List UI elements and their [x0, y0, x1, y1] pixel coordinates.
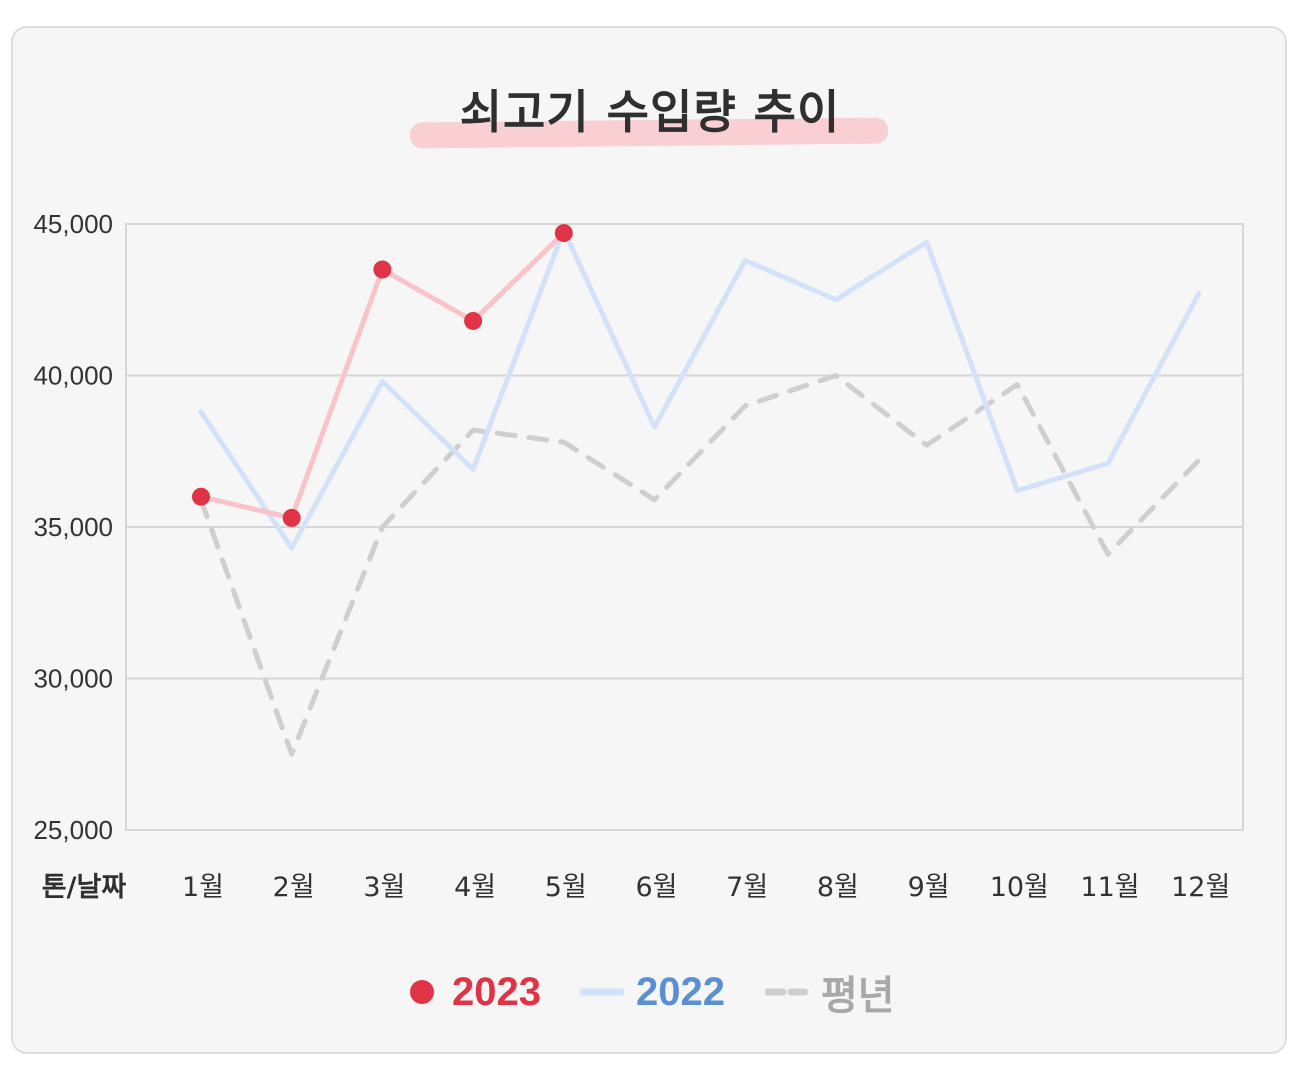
data-point-2023 — [192, 487, 210, 506]
legend-line-average — [765, 988, 809, 996]
chart-title: 쇠고기 수입량 추이 — [459, 85, 841, 139]
x-tick-label: 12월 — [1171, 872, 1230, 903]
x-axis-ticks: 1월 2월 3월 4월 5월 6월 7월 8월 9월 10월 11월 12월 — [182, 872, 1230, 903]
grid — [125, 223, 1244, 831]
y-tick-label: 25,000 — [33, 815, 113, 845]
legend-item-average: 평년 — [765, 962, 895, 1022]
x-tick-label: 6월 — [635, 872, 677, 903]
x-tick-label: 8월 — [817, 872, 859, 903]
y-tick-label: 45,000 — [33, 209, 113, 239]
x-tick-label: 2월 — [273, 872, 315, 903]
y-tick-label: 40,000 — [33, 361, 113, 391]
x-tick-label: 5월 — [545, 872, 587, 903]
y-axis-ticks: 25,000 30,000 35,000 40,000 45,000 — [33, 209, 113, 845]
legend: 2023 2022 평년 — [0, 962, 1300, 1022]
series-line-average — [198, 373, 1202, 757]
legend-line-2022 — [580, 988, 624, 996]
x-tick-label: 11월 — [1080, 872, 1139, 903]
x-tick-label: 4월 — [454, 872, 496, 903]
x-tick-label: 9월 — [908, 872, 950, 903]
legend-marker-2023 — [410, 980, 434, 1004]
series-layer — [192, 224, 1202, 757]
legend-label-2023: 2023 — [452, 969, 541, 1014]
data-point-2023 — [464, 311, 483, 330]
legend-item-2022: 2022 — [580, 962, 725, 1022]
y-tick-label: 30,000 — [33, 664, 113, 694]
legend-label-2022: 2022 — [636, 969, 725, 1014]
y-tick-label: 35,000 — [33, 512, 113, 542]
x-tick-label: 7월 — [726, 872, 768, 903]
x-axis-label: 톤/날짜 — [42, 872, 127, 903]
legend-item-2023: 2023 — [408, 962, 541, 1022]
chart-card — [11, 26, 1287, 1054]
data-point-2023 — [373, 260, 392, 279]
series-line-2022 — [198, 227, 1202, 551]
legend-label-average: 평년 — [821, 973, 895, 1019]
title-area: 쇠고기 수입량 추이 — [0, 70, 1300, 160]
x-tick-label: 3월 — [363, 872, 405, 903]
x-tick-label: 10월 — [990, 872, 1049, 903]
data-point-2023 — [282, 508, 301, 527]
x-tick-label: 1월 — [182, 872, 224, 903]
data-point-2023 — [554, 224, 573, 243]
